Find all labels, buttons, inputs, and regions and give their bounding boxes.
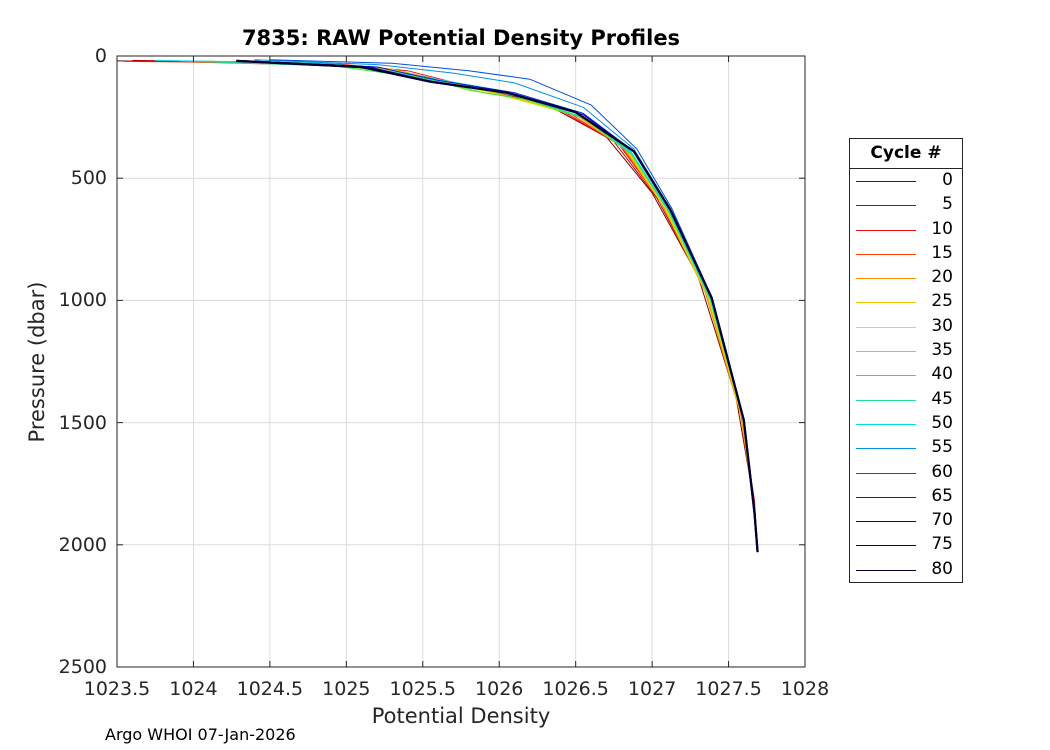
- legend-items: 0 5 10 15 20 25 30 35 40 45 50 55 60 65 70 75 80: [850, 169, 962, 582]
- legend-swatch: [856, 375, 916, 377]
- legend-swatch: [856, 448, 916, 450]
- legend-swatch: [856, 278, 916, 280]
- legend-item: 40: [850, 363, 962, 387]
- legend: Cycle # 0 5 10 15 20 25 30 35 40 45 50 55 60 65 70 75 80: [849, 138, 963, 583]
- plot-area: [117, 56, 805, 667]
- x-axis-label: Potential Density: [371, 704, 551, 728]
- y-tick-label: 500: [70, 167, 107, 190]
- legend-item: 0: [850, 169, 962, 193]
- legend-item: 50: [850, 412, 962, 436]
- legend-item: 65: [850, 485, 962, 509]
- y-axis-label: Pressure (dbar): [25, 281, 49, 443]
- legend-item: 5: [850, 193, 962, 217]
- footer-credit: Argo WHOI 07-Jan-2026: [105, 725, 296, 744]
- x-tick-label: 1023.5: [83, 678, 151, 700]
- legend-swatch: [856, 399, 916, 401]
- legend-title: Cycle #: [850, 139, 962, 169]
- legend-label: 50: [931, 412, 953, 433]
- legend-label: 0: [942, 170, 953, 190]
- y-tick-label: 0: [94, 45, 107, 67]
- legend-item: 75: [850, 533, 962, 557]
- legend-item: 45: [850, 388, 962, 412]
- legend-label: 45: [931, 388, 953, 409]
- legend-label: 70: [931, 510, 953, 531]
- legend-swatch: [856, 569, 916, 571]
- legend-swatch: [856, 521, 916, 523]
- legend-swatch: [856, 229, 916, 231]
- x-tick-label: 1024.5: [236, 678, 304, 700]
- y-tick-label: 2500: [58, 656, 107, 678]
- legend-item: 60: [850, 461, 962, 485]
- legend-swatch: [856, 205, 916, 207]
- legend-label: 80: [931, 558, 953, 579]
- legend-item: 80: [850, 558, 962, 582]
- y-tick-label: 2000: [58, 533, 107, 556]
- legend-item: 10: [850, 218, 962, 242]
- legend-label: 40: [931, 364, 953, 385]
- legend-label: 75: [931, 534, 953, 555]
- y-tick-label: 1000: [58, 289, 107, 312]
- legend-swatch: [856, 423, 916, 425]
- x-tick-label: 1024: [169, 678, 218, 700]
- legend-label: 65: [931, 485, 953, 506]
- y-tick-label: 1500: [58, 411, 107, 434]
- x-tick-label: 1028: [780, 678, 830, 700]
- legend-swatch: [856, 326, 916, 328]
- legend-swatch: [856, 181, 916, 182]
- legend-swatch: [856, 302, 916, 304]
- legend-item: 15: [850, 242, 962, 266]
- x-tick-label: 1025.5: [389, 678, 457, 700]
- legend-item: 30: [850, 315, 962, 339]
- legend-swatch: [856, 545, 916, 547]
- legend-swatch: [856, 253, 916, 255]
- series-group: [116, 59, 759, 553]
- x-tick-label: 1026: [475, 678, 524, 700]
- legend-label: 35: [931, 340, 953, 361]
- legend-item: 70: [850, 509, 962, 533]
- chart-title: 7835: RAW Potential Density Profiles: [241, 26, 681, 50]
- tick-marks: [116, 55, 806, 668]
- legend-label: 15: [931, 242, 953, 263]
- series-line-cycle-80: [236, 59, 759, 553]
- legend-label: 20: [931, 267, 953, 288]
- legend-swatch: [856, 351, 916, 353]
- legend-label: 60: [931, 461, 953, 482]
- legend-label: 55: [931, 437, 953, 458]
- x-tick-label: 1027.5: [695, 678, 762, 700]
- x-tick-label: 1026.5: [542, 678, 609, 700]
- x-tick-label: 1025: [322, 678, 371, 700]
- legend-item: 20: [850, 266, 962, 290]
- legend-label: 5: [942, 194, 953, 215]
- legend-label: 10: [931, 218, 953, 239]
- x-tick-label: 1027: [627, 678, 677, 700]
- legend-swatch: [856, 472, 916, 474]
- legend-swatch: [856, 496, 916, 498]
- legend-label: 25: [931, 291, 953, 312]
- legend-item: 35: [850, 339, 962, 363]
- legend-item: 55: [850, 436, 962, 460]
- legend-label: 30: [931, 315, 953, 336]
- plot-frame: [116, 55, 806, 668]
- legend-item: 25: [850, 290, 962, 314]
